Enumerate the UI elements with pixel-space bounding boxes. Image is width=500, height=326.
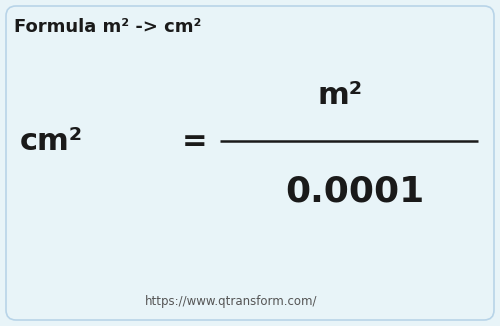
FancyBboxPatch shape [6,6,494,320]
Text: cm²: cm² [20,126,83,156]
Text: m²: m² [318,82,362,111]
Text: Formula m² -> cm²: Formula m² -> cm² [14,18,202,36]
Text: 0.0001: 0.0001 [286,174,424,208]
Text: https://www.qtransform.com/: https://www.qtransform.com/ [145,295,318,308]
Text: =: = [182,126,208,156]
